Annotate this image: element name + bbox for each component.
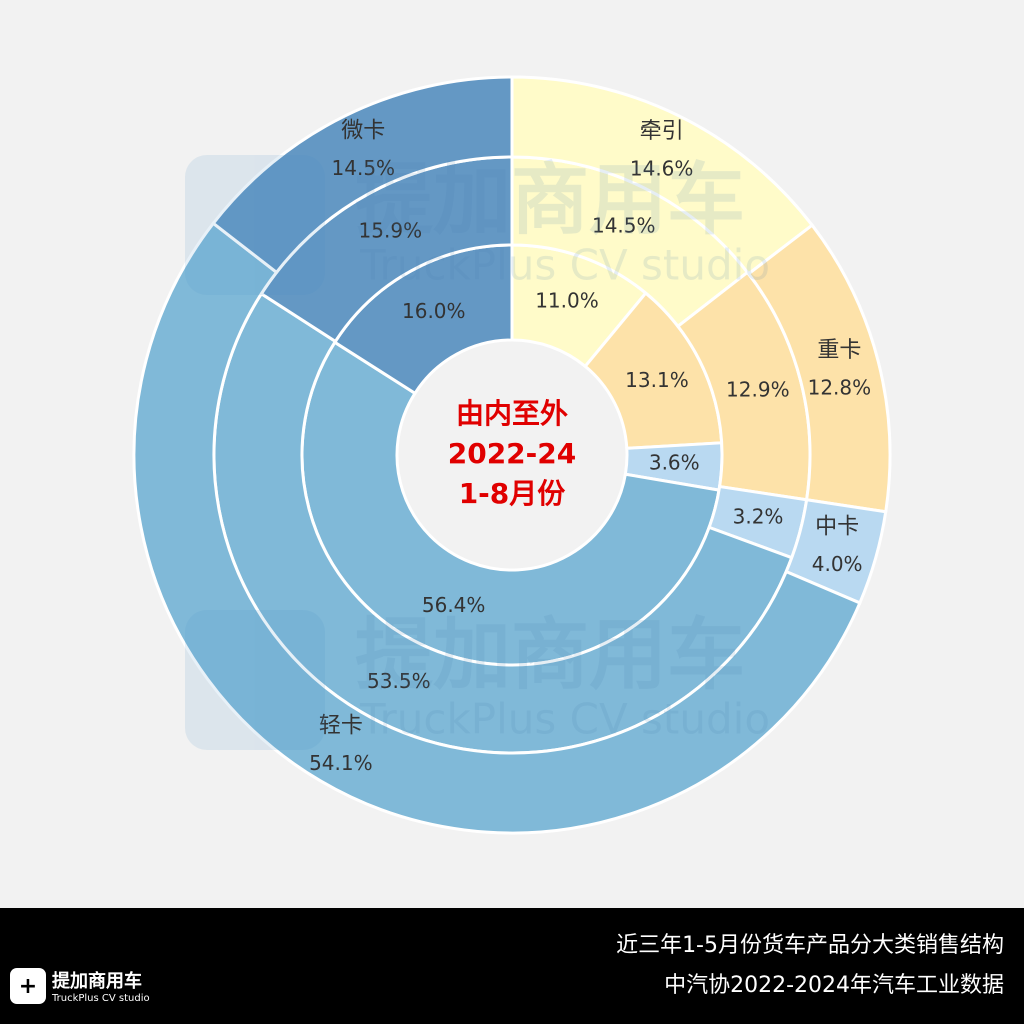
category-label: 轻卡 [319,713,363,738]
center-text: 由内至外 [456,397,568,430]
value-label: 14.5% [332,156,396,180]
footer [0,908,1024,1024]
logo-icon [10,968,46,1004]
watermark-subtitle: TruckPlus CV studio [359,695,770,744]
center-text: 2022-24 [448,437,577,470]
category-label: 微卡 [341,118,385,143]
watermark-title: 提加商用车 [355,155,745,245]
value-label: 3.2% [733,505,784,529]
watermark-icon [185,155,325,295]
ring-segment [211,75,514,275]
value-label: 14.5% [592,213,656,237]
labels: 11.0% 13.1% 3.6% 56.4% 16.0% 14.5% 12.9% 3.2% 53… [309,118,871,775]
value-label: 4.0% [812,552,863,576]
logo-glyph: + [19,974,37,999]
logo-name: 提加商用车 [52,970,142,992]
value-label: 56.4% [422,593,486,617]
value-label: 53.5% [367,669,431,693]
center-annotation: 由内至外 2022-24 1-8月份 [399,342,625,568]
center-hole [399,342,625,568]
value-label: 3.6% [649,450,700,474]
center-text: 1-8月份 [459,477,566,510]
watermarks: 提加商用车 TruckPlus CV studio 提加商用车 TruckPlu… [185,155,770,750]
ring-segment [132,221,862,835]
footer-line: 中汽协2022-2024年汽车工业数据 [664,973,1004,998]
value-label: 13.1% [625,368,689,392]
category-label: 中卡 [815,514,859,539]
value-label: 12.9% [726,378,790,402]
watermark-title: 提加商用车 [355,610,745,700]
watermark-subtitle: TruckPlus CV studio [359,241,770,290]
value-label: 15.9% [359,219,423,243]
value-label: 14.6% [630,156,694,180]
value-label: 12.8% [808,375,872,399]
category-label: 牵引 [640,119,684,144]
value-label: 11.0% [535,289,599,313]
watermark-icon [185,610,325,750]
rings [132,75,892,835]
value-label: 54.1% [309,751,373,775]
category-label: 重卡 [817,338,861,363]
footer-line: 近三年1-5月份货车产品分大类销售结构 [616,933,1004,958]
value-label: 16.0% [402,299,466,323]
logo-sub: TruckPlus CV studio [51,993,150,1004]
